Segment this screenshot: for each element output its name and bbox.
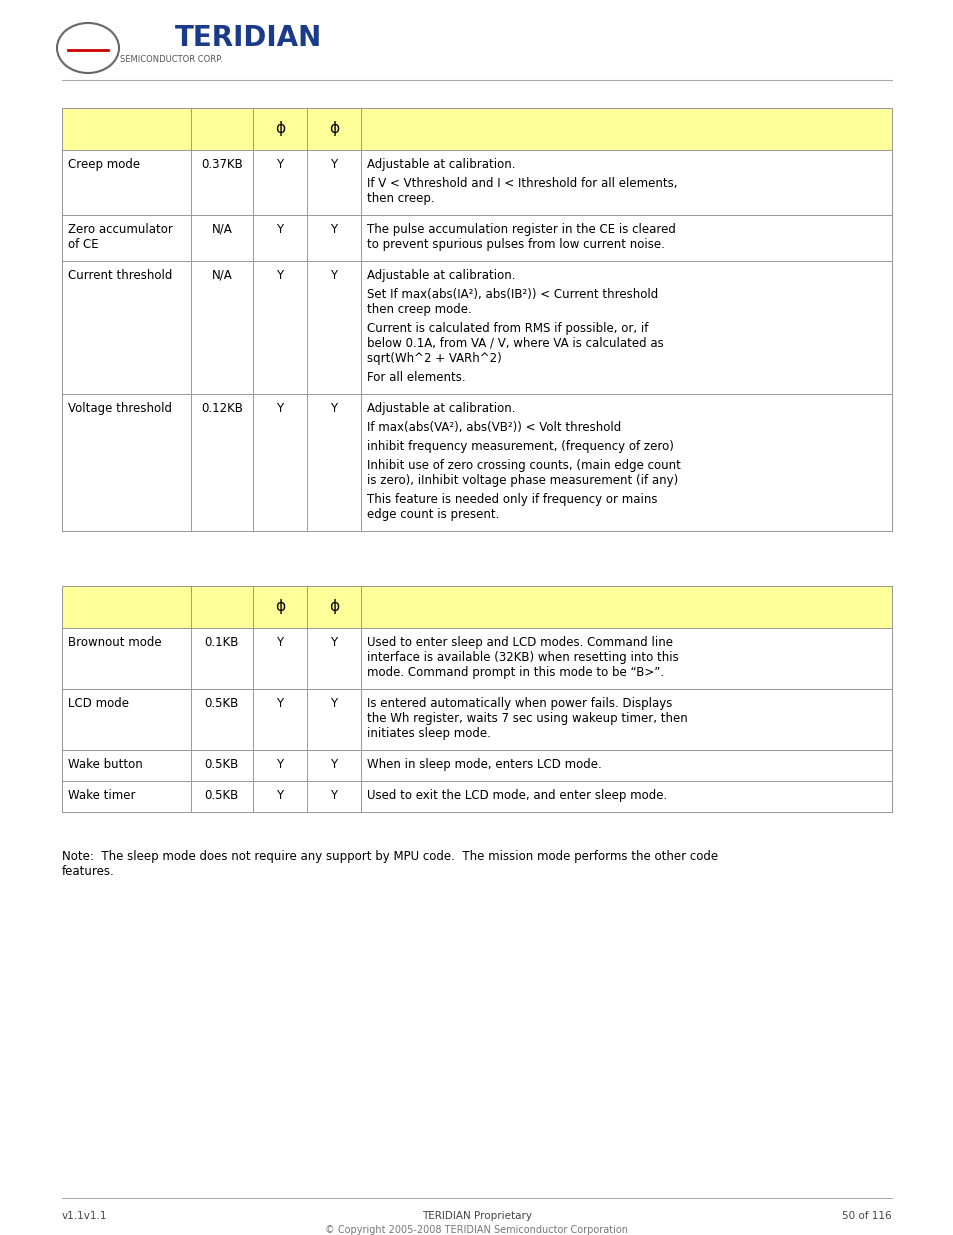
Text: N/A: N/A <box>212 224 232 236</box>
Text: the Wh register, waits 7 sec using wakeup timer, then: the Wh register, waits 7 sec using wakeu… <box>366 713 687 725</box>
Text: Y: Y <box>276 224 283 236</box>
Text: Y: Y <box>330 403 337 415</box>
Text: of CE: of CE <box>68 238 98 251</box>
Text: Y: Y <box>276 636 283 650</box>
Text: TERIDIAN: TERIDIAN <box>174 23 322 52</box>
Text: Zero accumulator: Zero accumulator <box>68 224 172 236</box>
Bar <box>62 629 891 689</box>
Bar <box>62 750 891 781</box>
Text: Y: Y <box>330 697 337 710</box>
Text: Set If max(abs(IA²), abs(IB²)) < Current threshold: Set If max(abs(IA²), abs(IB²)) < Current… <box>366 288 658 301</box>
Text: If max(abs(VA²), abs(VB²)) < Volt threshold: If max(abs(VA²), abs(VB²)) < Volt thresh… <box>366 421 620 433</box>
Bar <box>62 781 891 811</box>
Text: initiates sleep mode.: initiates sleep mode. <box>366 727 490 740</box>
Text: 50 of 116: 50 of 116 <box>841 1212 891 1221</box>
Bar <box>62 107 891 149</box>
Text: mode. Command prompt in this mode to be “B>”.: mode. Command prompt in this mode to be … <box>366 666 663 679</box>
Text: below 0.1A, from VA / V, where VA is calculated as: below 0.1A, from VA / V, where VA is cal… <box>366 337 663 350</box>
Text: 0.37KB: 0.37KB <box>201 158 242 170</box>
Text: Y: Y <box>330 789 337 802</box>
Text: For all elements.: For all elements. <box>366 370 465 384</box>
Text: 0.1KB: 0.1KB <box>204 636 238 650</box>
Text: 0.5KB: 0.5KB <box>205 758 238 771</box>
Text: ϕ: ϕ <box>329 121 338 137</box>
Text: Brownout mode: Brownout mode <box>68 636 161 650</box>
Text: then creep.: then creep. <box>366 191 434 205</box>
Text: SEMICONDUCTOR CORP.: SEMICONDUCTOR CORP. <box>120 56 222 64</box>
Text: Y: Y <box>276 697 283 710</box>
Text: inhibit frequency measurement, (frequency of zero): inhibit frequency measurement, (frequenc… <box>366 440 673 453</box>
Text: Wake button: Wake button <box>68 758 143 771</box>
Text: 0.5KB: 0.5KB <box>205 697 238 710</box>
Text: N/A: N/A <box>212 269 232 282</box>
Text: Voltage threshold: Voltage threshold <box>68 403 172 415</box>
Text: Y: Y <box>330 158 337 170</box>
Bar <box>62 394 891 531</box>
Text: features.: features. <box>62 864 114 878</box>
Text: Is entered automatically when power fails. Displays: Is entered automatically when power fail… <box>366 697 672 710</box>
Text: ϕ: ϕ <box>274 599 285 615</box>
Text: Adjustable at calibration.: Adjustable at calibration. <box>366 269 515 282</box>
Text: Note:  The sleep mode does not require any support by MPU code.  The mission mod: Note: The sleep mode does not require an… <box>62 850 718 863</box>
Bar <box>62 689 891 750</box>
Text: to prevent spurious pulses from low current noise.: to prevent spurious pulses from low curr… <box>366 238 664 251</box>
Text: Creep mode: Creep mode <box>68 158 140 170</box>
Text: Inhibit use of zero crossing counts, (main edge count: Inhibit use of zero crossing counts, (ma… <box>366 459 679 472</box>
Text: © Copyright 2005-2008 TERIDIAN Semiconductor Corporation: © Copyright 2005-2008 TERIDIAN Semicondu… <box>325 1225 628 1235</box>
Text: This feature is needed only if frequency or mains: This feature is needed only if frequency… <box>366 493 657 506</box>
Text: Y: Y <box>276 403 283 415</box>
Text: Current is calculated from RMS if possible, or, if: Current is calculated from RMS if possib… <box>366 322 647 335</box>
Text: Y: Y <box>276 269 283 282</box>
Bar <box>62 585 891 629</box>
Text: Y: Y <box>330 224 337 236</box>
Text: Y: Y <box>330 636 337 650</box>
Text: Y: Y <box>276 158 283 170</box>
Text: Y: Y <box>276 789 283 802</box>
Bar <box>62 149 891 215</box>
Text: sqrt(Wh^2 + VARh^2): sqrt(Wh^2 + VARh^2) <box>366 352 501 366</box>
Text: ϕ: ϕ <box>329 599 338 615</box>
Bar <box>62 215 891 261</box>
Text: Current threshold: Current threshold <box>68 269 172 282</box>
Text: The pulse accumulation register in the CE is cleared: The pulse accumulation register in the C… <box>366 224 675 236</box>
Text: Wake timer: Wake timer <box>68 789 135 802</box>
Text: TERIDIAN Proprietary: TERIDIAN Proprietary <box>421 1212 532 1221</box>
Text: Used to exit the LCD mode, and enter sleep mode.: Used to exit the LCD mode, and enter sle… <box>366 789 666 802</box>
Bar <box>62 261 891 394</box>
Text: is zero), iInhibit voltage phase measurement (if any): is zero), iInhibit voltage phase measure… <box>366 474 678 487</box>
Text: v1.1v1.1: v1.1v1.1 <box>62 1212 108 1221</box>
Text: edge count is present.: edge count is present. <box>366 508 498 521</box>
Text: interface is available (32KB) when resetting into this: interface is available (32KB) when reset… <box>366 651 678 664</box>
Text: ϕ: ϕ <box>274 121 285 137</box>
Text: then creep mode.: then creep mode. <box>366 303 471 316</box>
Text: Used to enter sleep and LCD modes. Command line: Used to enter sleep and LCD modes. Comma… <box>366 636 672 650</box>
Text: Y: Y <box>276 758 283 771</box>
Text: When in sleep mode, enters LCD mode.: When in sleep mode, enters LCD mode. <box>366 758 601 771</box>
Text: Adjustable at calibration.: Adjustable at calibration. <box>366 403 515 415</box>
Text: Adjustable at calibration.: Adjustable at calibration. <box>366 158 515 170</box>
Text: Y: Y <box>330 269 337 282</box>
Text: LCD mode: LCD mode <box>68 697 129 710</box>
Text: Y: Y <box>330 758 337 771</box>
Text: If V < Vthreshold and I < Ithreshold for all elements,: If V < Vthreshold and I < Ithreshold for… <box>366 177 677 190</box>
Text: 0.5KB: 0.5KB <box>205 789 238 802</box>
Text: 0.12KB: 0.12KB <box>201 403 242 415</box>
